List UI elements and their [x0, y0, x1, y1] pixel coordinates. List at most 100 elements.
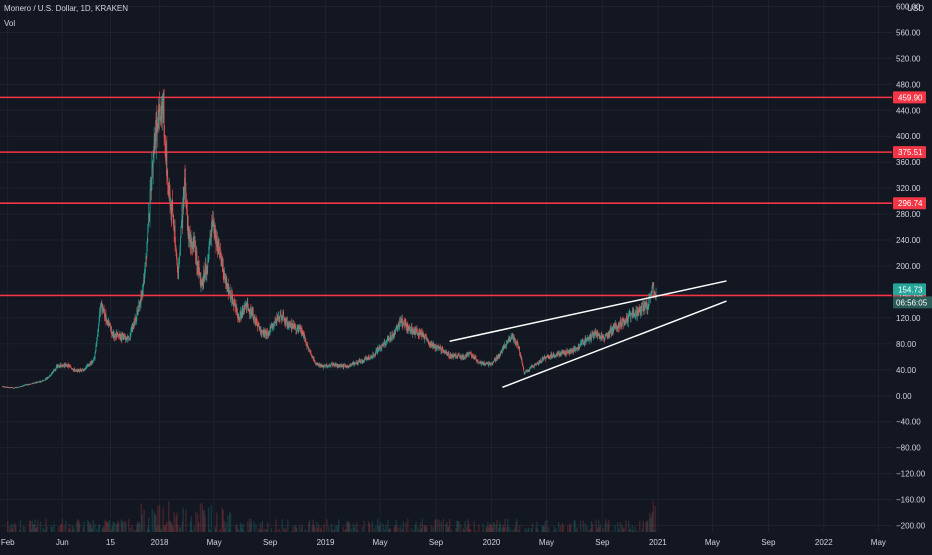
candle-body	[197, 263, 199, 272]
candle-body	[490, 363, 491, 365]
candle-body	[324, 366, 325, 368]
candle-body	[39, 381, 41, 383]
candle-body	[554, 355, 556, 357]
candle-body	[32, 383, 34, 384]
candle-body	[70, 366, 72, 368]
candle-body	[216, 237, 218, 242]
candle-body	[522, 363, 524, 367]
candle-body	[541, 360, 543, 362]
candle-body	[348, 366, 350, 368]
candle-body	[97, 328, 99, 333]
candle-body	[467, 353, 469, 356]
candle-body	[212, 225, 214, 227]
candle-body	[569, 350, 571, 354]
candle-body	[23, 385, 25, 387]
candle-body	[296, 330, 298, 332]
candle-body	[186, 200, 187, 205]
candle-body	[444, 351, 445, 354]
candle-body	[564, 352, 566, 354]
candle-body	[642, 302, 644, 307]
candle-body	[171, 200, 173, 215]
candle-body	[425, 335, 426, 337]
candle-body	[299, 327, 301, 328]
candle-body	[376, 349, 378, 352]
candle-body	[297, 326, 299, 330]
candle-body	[219, 252, 221, 258]
candle-body	[391, 338, 392, 340]
candle-body	[618, 325, 620, 328]
candle-body	[559, 355, 561, 356]
candle-body	[8, 387, 9, 388]
time-tick-label: May	[207, 538, 222, 547]
currency-label: USD	[907, 4, 924, 13]
candle-body	[357, 361, 359, 364]
time-axis[interactable]	[0, 532, 892, 550]
candle-body	[26, 384, 28, 386]
candle-body	[92, 362, 94, 363]
candle-body	[412, 331, 413, 334]
candle-body	[528, 369, 530, 371]
volume-bar	[143, 509, 145, 544]
volume-bar	[34, 519, 36, 544]
candle-body	[213, 219, 215, 232]
symbol-title[interactable]: Monero / U.S. Dollar, 1D, KRAKEN	[4, 4, 129, 13]
candle-body	[192, 242, 194, 249]
candle-body	[311, 355, 312, 356]
candle-body	[375, 353, 376, 355]
candle-body	[13, 388, 14, 389]
candle-body	[187, 224, 189, 239]
candle-body	[305, 338, 306, 342]
candle-body	[189, 233, 190, 239]
candle-body	[270, 327, 271, 329]
candle-body	[464, 357, 465, 359]
volume-bar	[175, 516, 177, 544]
volume-bar	[275, 519, 277, 544]
candle-body	[7, 387, 9, 388]
candle-body	[362, 361, 364, 362]
candle-body	[316, 363, 318, 366]
candle-body	[462, 356, 464, 358]
volume-bar	[185, 510, 187, 544]
candle-body	[652, 283, 654, 286]
candle-body	[600, 336, 601, 338]
candle-body	[226, 276, 227, 288]
candle-body	[485, 363, 486, 365]
volume-bar	[87, 520, 89, 544]
candle-body	[129, 338, 130, 339]
candle-body	[281, 317, 283, 319]
candle-body	[401, 318, 402, 323]
candle-body	[103, 308, 105, 310]
candle-body	[125, 338, 126, 340]
volume-bar	[338, 519, 340, 544]
candle-body	[361, 360, 363, 363]
time-tick-label: May	[539, 538, 554, 547]
candle-body	[582, 341, 583, 342]
candle-body	[605, 334, 607, 335]
candle-body	[139, 307, 140, 308]
candle-body	[603, 338, 605, 339]
candle-body	[411, 327, 413, 332]
candle-body	[105, 313, 107, 321]
candle-body	[168, 184, 170, 193]
candle-body	[180, 238, 181, 247]
candle-body	[585, 338, 586, 342]
candle-body	[96, 335, 98, 340]
candle-body	[269, 331, 270, 333]
candle-body	[556, 353, 558, 355]
candle-body	[200, 277, 201, 287]
trendlines[interactable]	[449, 280, 727, 389]
candle-body	[631, 314, 632, 315]
candle-body	[342, 365, 344, 368]
candle-body	[141, 294, 143, 296]
candle-body	[537, 363, 539, 364]
candle-body	[48, 376, 50, 378]
candle-body	[191, 243, 192, 246]
candle-body	[426, 339, 428, 341]
candle-body	[590, 338, 592, 340]
candle-body	[266, 331, 268, 337]
volume-label[interactable]: Vol	[4, 19, 16, 28]
candle-body	[365, 357, 366, 359]
